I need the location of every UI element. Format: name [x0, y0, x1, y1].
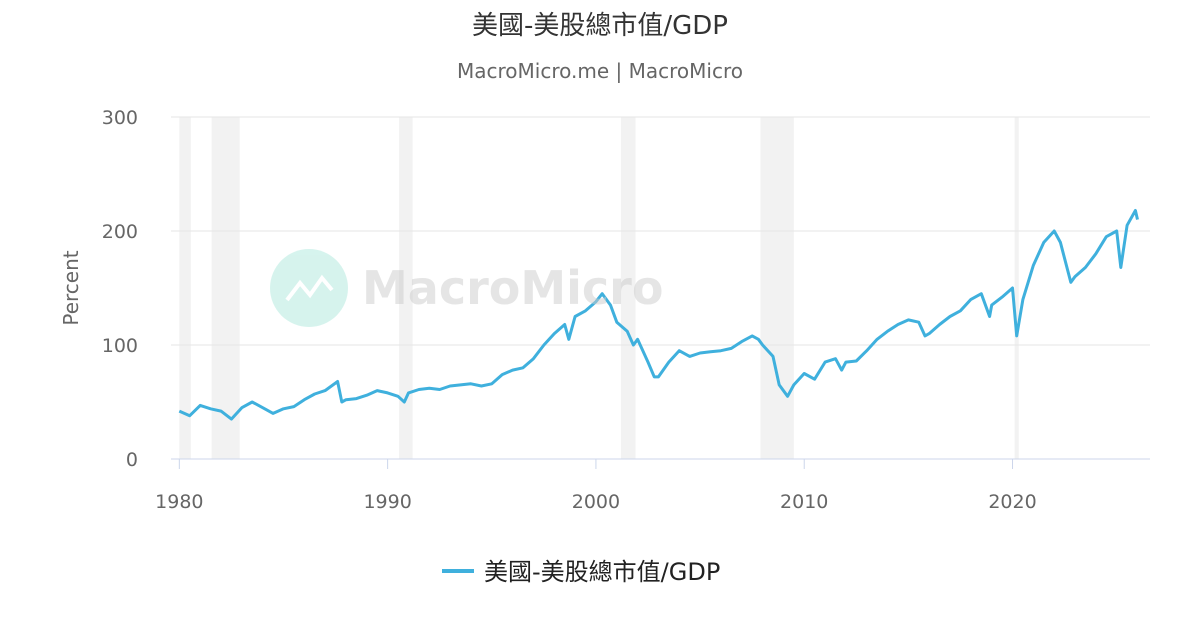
recession-band	[620, 117, 636, 459]
watermark-text: MacroMicro	[362, 261, 663, 315]
legend-label: 美國-美股總市值/GDP	[484, 558, 720, 586]
recession-band	[399, 117, 413, 459]
x-tick-label: 2010	[780, 491, 828, 513]
chart-subtitle: MacroMicro.me | MacroMicro	[457, 59, 743, 83]
recession-band	[179, 117, 191, 459]
x-tick-label: 2000	[572, 491, 620, 513]
x-tick-label: 2020	[988, 491, 1036, 513]
recession-band	[1014, 117, 1019, 459]
y-tick-label: 200	[102, 221, 138, 243]
y-tick-label: 300	[102, 107, 138, 129]
y-axis-label: Percent	[59, 250, 83, 325]
recession-band	[211, 117, 240, 459]
y-tick-label: 100	[102, 335, 138, 357]
watermark-logo	[270, 249, 348, 327]
recession-band	[760, 117, 794, 459]
chart-title: 美國-美股總市值/GDP	[472, 11, 728, 41]
watermark-icon	[285, 274, 334, 302]
x-tick-label: 1990	[363, 491, 411, 513]
series-line	[178, 209, 1139, 421]
watermark: MacroMicro	[270, 249, 663, 327]
x-tick-label: 1980	[155, 491, 203, 513]
y-tick-label: 0	[126, 449, 138, 471]
